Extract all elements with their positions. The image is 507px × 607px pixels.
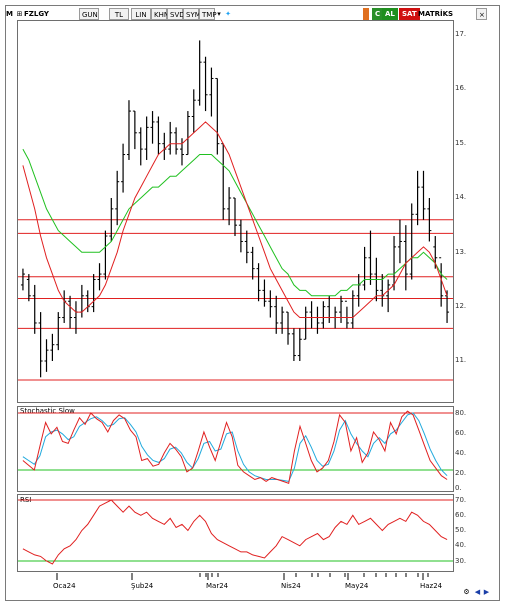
- date-label: Nis24: [281, 582, 301, 590]
- app-menu-icon[interactable]: M: [6, 10, 13, 18]
- price-axis-label: 15.: [455, 139, 467, 147]
- rsi-axis-label: 40.: [455, 541, 467, 549]
- toolbar-button-khn[interactable]: KHN: [151, 8, 169, 20]
- toolbar-button-svd[interactable]: SVD: [167, 8, 185, 20]
- rsi-axis-label: 30.: [455, 557, 467, 565]
- toolbar-button-sym[interactable]: SYM: [183, 8, 201, 20]
- rsi-panel: [17, 494, 454, 572]
- date-label: Şub24: [131, 582, 154, 590]
- stoch-axis-label: 40.: [455, 449, 467, 457]
- toolbar-button-tl[interactable]: TL: [109, 8, 129, 20]
- toolbar: M ⊞ FZLGY GUN TL LIN KHN SVD SYM TMP ▾ ✦…: [6, 7, 491, 23]
- stoch-d-line: [22, 412, 448, 482]
- scroll-left-icon[interactable]: ◀: [474, 588, 481, 596]
- date-label: Mar24: [206, 582, 229, 590]
- price-axis-label: 14.: [455, 193, 467, 201]
- stochastic-panel: [17, 406, 454, 492]
- price-axis-label: 11.: [455, 356, 467, 364]
- price-axis-label: 17.: [455, 30, 467, 38]
- stoch-axis-label: 0.: [455, 484, 462, 492]
- moving-average-slow-line: [22, 148, 448, 297]
- badge-al[interactable]: AL: [382, 8, 398, 20]
- badge-c[interactable]: C: [372, 8, 384, 20]
- symbol-label[interactable]: FZLGY: [24, 10, 49, 18]
- twitter-icon[interactable]: ✦: [225, 10, 231, 18]
- toolbar-button-lin[interactable]: LIN: [131, 8, 151, 20]
- stoch-axis-label: 80.: [455, 409, 467, 417]
- rsi-axis-label: 70.: [455, 496, 467, 504]
- brand-logo: MATRİKS: [418, 10, 454, 18]
- dropdown-arrow-icon[interactable]: ▾: [217, 10, 221, 18]
- price-axis-label: 13.: [455, 248, 467, 256]
- stochastic-title: Stochastic Slow: [20, 407, 75, 415]
- close-icon[interactable]: ×: [476, 8, 487, 20]
- toolbar-button-tmp[interactable]: TMP: [199, 8, 217, 20]
- scroll-right-icon[interactable]: ▶: [483, 588, 490, 596]
- badge-sat[interactable]: SAT: [399, 8, 420, 20]
- toolbar-button-gun[interactable]: GUN: [79, 8, 99, 20]
- alert-icon[interactable]: [363, 8, 369, 20]
- expand-icon[interactable]: ⊞: [16, 10, 23, 18]
- settings-icon[interactable]: ⚙: [463, 588, 470, 596]
- price-axis-label: 16.: [455, 84, 467, 92]
- price-axis-label: 12.: [455, 302, 467, 310]
- rsi-axis-label: 60.: [455, 511, 467, 519]
- moving-average-fast-line: [22, 121, 448, 318]
- date-label: May24: [345, 582, 369, 590]
- rsi-axis-label: 50.: [455, 526, 467, 534]
- stoch-k-line: [22, 410, 448, 484]
- stoch-axis-label: 20.: [455, 469, 467, 477]
- date-label: Oca24: [53, 582, 76, 590]
- stoch-axis-label: 60.: [455, 429, 467, 437]
- date-label: Haz24: [420, 582, 443, 590]
- rsi-line: [22, 499, 448, 565]
